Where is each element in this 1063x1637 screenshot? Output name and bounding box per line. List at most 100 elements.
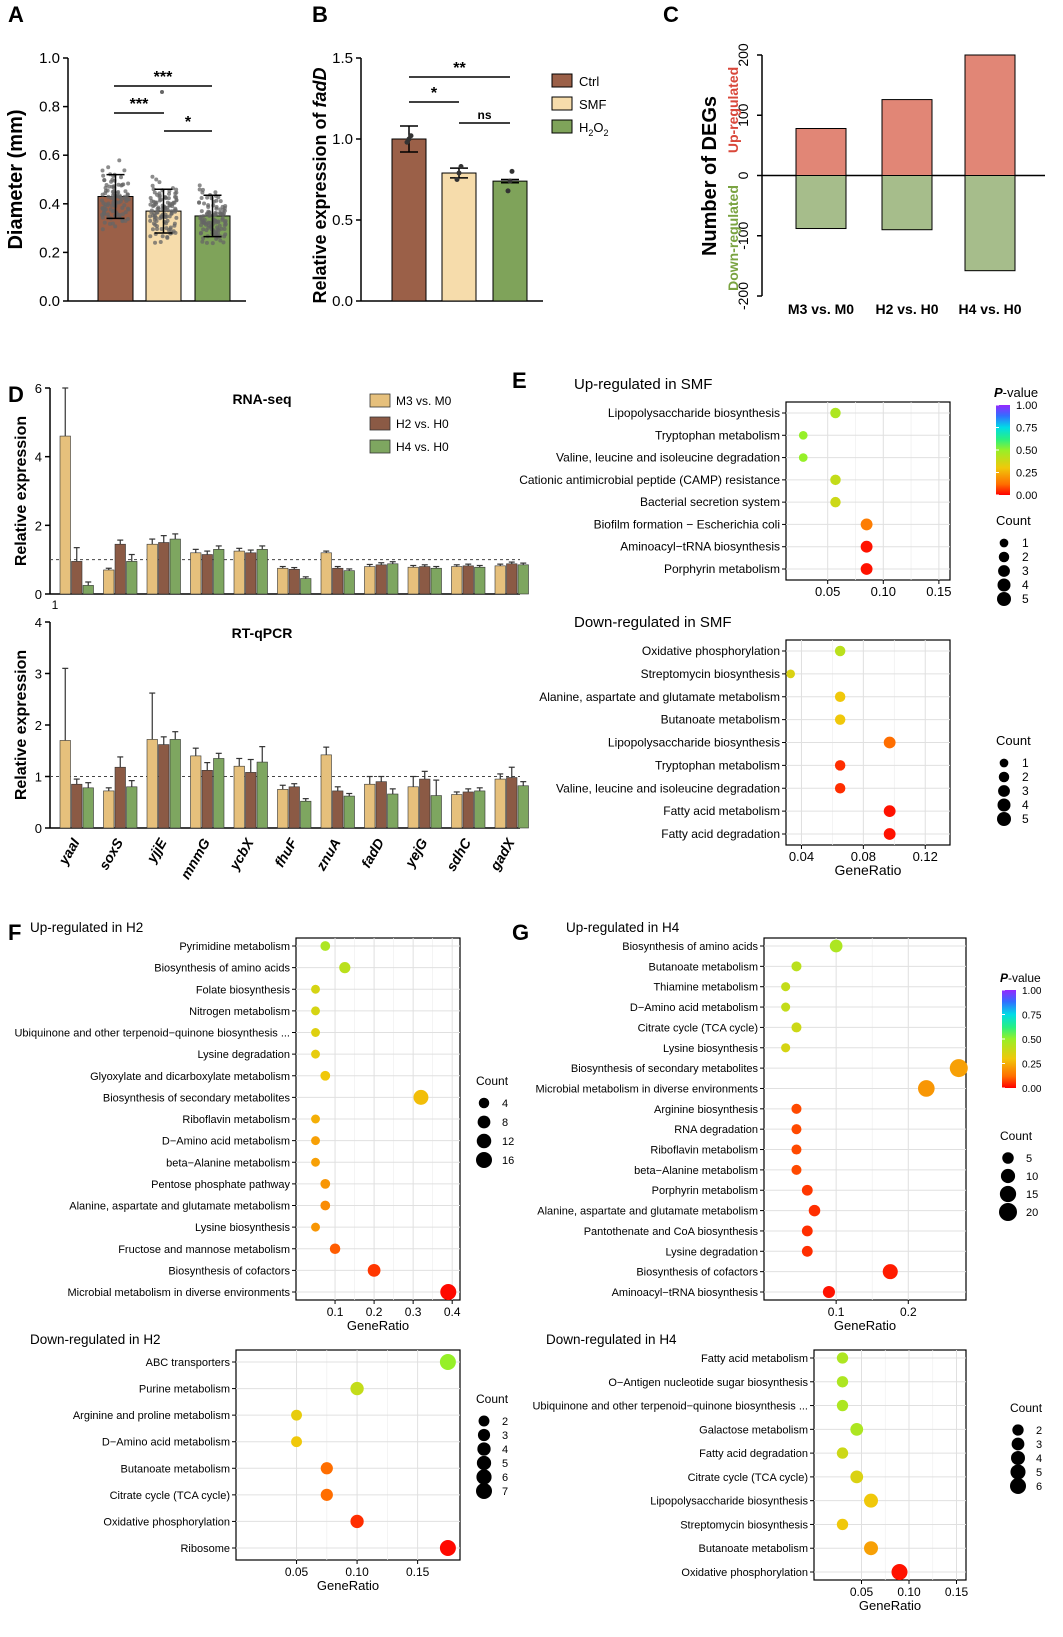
d-bar (387, 563, 399, 595)
a-ytick-label: 1.0 (39, 50, 60, 67)
dot-title: Up-regulated in H4 (566, 920, 680, 935)
count-legend-label: 1 (1022, 756, 1029, 770)
pvalue-tick-label: 1.00 (1016, 400, 1037, 412)
c-xtick-label: H2 vs. H0 (875, 301, 938, 317)
a-point (199, 209, 204, 214)
dot-point (822, 1285, 835, 1299)
d-ylabel: Relative expression (13, 416, 30, 566)
d-ytick-label: 1 (35, 770, 42, 785)
pathway-label: Tryptophan metabolism (655, 758, 780, 772)
dot-point (860, 518, 873, 531)
a-point (206, 225, 211, 230)
a-point (213, 218, 218, 223)
d-bar (430, 567, 442, 595)
dot-point (413, 1089, 429, 1105)
d-bar (82, 787, 94, 829)
pathway-label: Streptomycin biosynthesis (680, 1519, 808, 1531)
pathway-label: Galactose metabolism (699, 1424, 808, 1436)
dot-xtick-label: 0.4 (444, 1305, 461, 1319)
count-legend-label: 12 (502, 1136, 514, 1148)
count-legend-dot (1010, 1464, 1026, 1480)
d-bar (146, 739, 158, 829)
dot-point (836, 1352, 849, 1364)
count-legend-label: 20 (1026, 1207, 1038, 1219)
count-legend-label: 3 (1022, 784, 1029, 798)
c-xtick-label: M3 vs. M0 (788, 301, 854, 317)
pathway-label: Lysine biosynthesis (195, 1222, 290, 1234)
count-legend-label: 6 (502, 1472, 508, 1484)
pvalue-tick-label: 1.00 (1022, 986, 1042, 997)
dot-xlabel: GeneRatio (317, 1578, 379, 1593)
a-point (113, 224, 118, 229)
a-point (150, 213, 155, 218)
a-point (157, 180, 162, 185)
dot-point (860, 540, 873, 553)
dot-xtick-label: 0.2 (366, 1305, 383, 1319)
d-bar (506, 563, 518, 595)
a-point (214, 205, 219, 210)
count-legend-label: 2 (1022, 550, 1029, 564)
dot-point (864, 1493, 878, 1508)
pathway-label: Biosynthesis of secondary metabolites (103, 1092, 291, 1104)
dot-point (320, 1488, 333, 1501)
a-point (117, 158, 122, 163)
dot-point (781, 1043, 791, 1053)
count-legend-title: Count (1000, 1129, 1033, 1143)
a-point (199, 196, 204, 201)
pathway-label: Lipopolysaccharide biosynthesis (608, 406, 780, 420)
d-legend-swatch (369, 416, 391, 431)
dot-point (801, 1184, 813, 1196)
count-legend-label: 4 (502, 1444, 508, 1456)
dot-point (830, 407, 841, 419)
b-point (505, 188, 511, 194)
count-legend-label: 5 (1026, 1153, 1032, 1165)
a-point (167, 191, 172, 196)
a-point (122, 168, 127, 173)
a-point (159, 227, 164, 232)
pathway-label: Porphyrin metabolism (664, 562, 780, 576)
pathway-label: Aminoacyl−tRNA biosynthesis (612, 1287, 759, 1299)
a-point (206, 220, 211, 225)
a-point (172, 194, 177, 199)
pathway-label: Alanine, aspartate and glutamate metabol… (537, 1206, 758, 1218)
a-point (120, 182, 125, 187)
pvalue-tick-label: 0.00 (1022, 1084, 1042, 1095)
a-point (214, 211, 219, 216)
d-extra-xtick: 1 (52, 598, 59, 612)
a-point (100, 192, 105, 197)
dot-point (834, 714, 846, 725)
pathway-label: Glyoxylate and dicarboxylate metabolism (90, 1071, 290, 1083)
dot-point (320, 1070, 331, 1081)
count-legend-dot (478, 1097, 490, 1109)
count-legend-label: 2 (1036, 1425, 1042, 1437)
d-bar (343, 570, 355, 595)
count-legend-label: 8 (502, 1117, 508, 1129)
pathway-label: Fatty acid metabolism (663, 804, 780, 818)
d-ytick-label: 0 (35, 821, 42, 836)
count-legend-title: Count (1010, 1401, 1043, 1415)
c-ytick-label: 200 (735, 43, 751, 67)
dot-panel-frame (813, 1349, 967, 1581)
count-legend-label: 16 (502, 1155, 514, 1167)
a-point (148, 218, 153, 223)
b-sig-ctrl-h2o2-label: ** (453, 60, 466, 77)
d-xtick-label: znuA (312, 836, 343, 875)
dot-point (781, 982, 791, 992)
b-legend-swatch (551, 73, 573, 88)
dot-point (801, 1225, 813, 1237)
dot-point (836, 1399, 849, 1412)
pathway-label: Lysine degradation (197, 1049, 290, 1061)
dot-xtick-label: 0.05 (850, 1585, 874, 1599)
pathway-label: Microbial metabolism in diverse environm… (67, 1287, 290, 1299)
d-title: RT-qPCR (232, 625, 293, 641)
pathway-label: D−Amino acid metabolism (102, 1437, 230, 1449)
a-point (213, 229, 218, 234)
d-bar (114, 543, 126, 595)
b-bar-1 (441, 172, 477, 302)
count-legend-label: 3 (1022, 564, 1029, 578)
pathway-label: Folate biosynthesis (196, 984, 291, 996)
count-legend-label: 5 (1022, 592, 1029, 606)
dot-point (883, 828, 896, 840)
a-point (168, 203, 173, 208)
d-bar (245, 552, 257, 595)
